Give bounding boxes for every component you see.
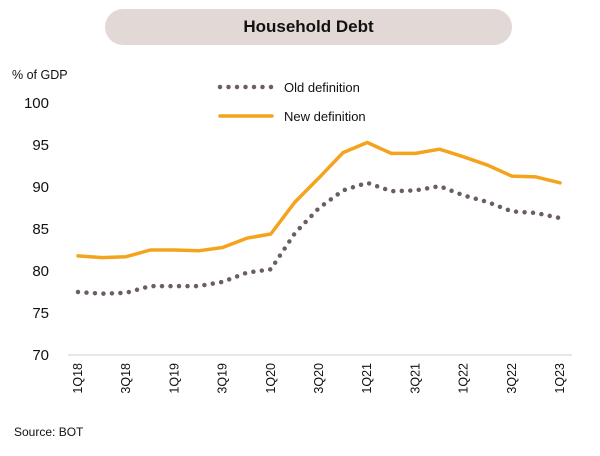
chart-title-banner: Household Debt: [105, 9, 512, 45]
x-tick-label: 3Q20: [312, 363, 326, 394]
y-tick-label: 85: [32, 221, 49, 238]
y-tick-label: 100: [24, 95, 49, 112]
source-note: Source: BOT: [14, 425, 84, 439]
y-tick-label: 80: [32, 263, 49, 280]
x-axis-ticks: 1Q18 3Q18 1Q19 3Q19 1Q20 3Q20 1Q21 3Q21 1Q22 3Q22…: [71, 363, 567, 394]
x-tick-label: 1Q19: [167, 363, 181, 394]
x-tick-label: 1Q18: [71, 363, 85, 394]
y-axis-unit-label: % of GDP: [12, 68, 68, 82]
y-tick-label: 75: [32, 305, 49, 322]
y-axis-ticks: 70 75 80 85 90 95 100: [24, 95, 49, 364]
y-tick-label: 70: [32, 347, 49, 364]
x-tick-label: 3Q22: [505, 363, 519, 394]
series-line-new-definition: [76, 140, 562, 260]
series-line-old-definition: [75, 180, 563, 296]
x-tick-label: 1Q20: [264, 363, 278, 394]
series-lines: [75, 140, 563, 296]
x-tick-label: 3Q18: [119, 363, 133, 394]
chart-title: Household Debt: [243, 17, 374, 36]
x-tick-label: 1Q21: [360, 363, 374, 394]
x-tick-label: 3Q21: [408, 363, 422, 394]
legend: Old definition New definition: [217, 80, 366, 124]
legend-label: Old definition: [284, 80, 360, 95]
y-tick-label: 90: [32, 179, 49, 196]
x-tick-label: 1Q22: [457, 363, 471, 394]
x-tick-label: 1Q23: [553, 363, 567, 394]
legend-label: New definition: [284, 109, 366, 124]
x-tick-label: 3Q19: [216, 363, 230, 394]
y-tick-label: 95: [32, 137, 49, 154]
